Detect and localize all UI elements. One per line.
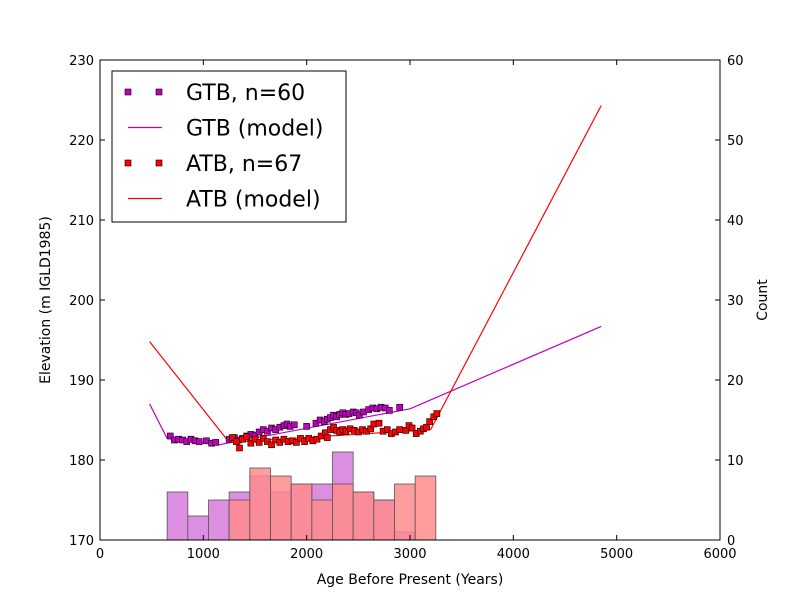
- data-point: [228, 434, 236, 441]
- data-point: [324, 434, 331, 441]
- legend-label-gtb-model: GTB (model): [186, 117, 323, 142]
- data-point: [396, 426, 403, 433]
- data-point: [268, 441, 275, 449]
- histogram-bar: [228, 499, 251, 541]
- data-point: [293, 439, 300, 446]
- legend-box: [111, 70, 347, 223]
- histogram-bar: [187, 515, 209, 541]
- legend-marker-gtb: [124, 88, 132, 96]
- tick-label: 6000: [703, 547, 736, 562]
- tick-label: 220: [69, 134, 94, 149]
- scatter-points: [166, 403, 441, 452]
- histogram-bar: [290, 483, 313, 541]
- legend-label-atb: ATB, n=67: [186, 152, 302, 177]
- data-point: [396, 403, 403, 411]
- data-point: [290, 421, 298, 429]
- data-point: [166, 432, 174, 440]
- tick-label: 4000: [497, 547, 530, 562]
- tick-label: 200: [69, 294, 94, 309]
- tick-label: 230: [69, 54, 94, 69]
- tick-label: 0: [727, 534, 735, 549]
- tick-label: 5000: [600, 547, 633, 562]
- tick-label: 50: [727, 134, 744, 149]
- legend-marker-gtb: [155, 88, 163, 96]
- data-point: [423, 423, 430, 431]
- histogram-bar: [208, 499, 230, 541]
- y-axis-label: Elevation (m IGLD1985): [38, 216, 54, 384]
- legend: GTB, n=60 GTB (model) ATB, n=67 ATB (mod…: [111, 70, 347, 223]
- histogram-bar: [270, 475, 292, 541]
- tick-label: 180: [69, 454, 94, 469]
- data-point: [195, 438, 203, 445]
- data-point: [383, 426, 391, 433]
- data-point: [433, 410, 441, 417]
- tick-label: 40: [727, 214, 744, 229]
- tick-label: 0: [96, 547, 104, 562]
- tick-label: 30: [727, 294, 744, 309]
- histogram-bars: [166, 451, 437, 541]
- data-point: [375, 419, 383, 427]
- legend-label-atb-model: ATB (model): [186, 188, 321, 213]
- data-point: [233, 438, 240, 445]
- tick-label: 2000: [290, 547, 323, 562]
- legend-marker-atb: [124, 159, 132, 167]
- data-point: [426, 418, 433, 425]
- data-point: [408, 424, 416, 432]
- data-point: [243, 433, 251, 441]
- legend-marker-atb: [155, 159, 163, 167]
- data-point: [212, 439, 220, 446]
- data-point: [386, 407, 393, 414]
- axis-ticks: 0 1000 2000 3000 4000 5000 6000170180190200210…: [69, 54, 743, 562]
- histogram-bar: [249, 467, 271, 541]
- legend-entry-atb-model: ATB (model): [128, 188, 321, 213]
- data-point: [236, 444, 243, 452]
- histogram-bar: [311, 499, 333, 541]
- tick-label: 60: [727, 54, 744, 69]
- legend-label-gtb: GTB, n=60: [186, 81, 305, 106]
- data-point: [247, 439, 255, 447]
- tick-label: 20: [727, 374, 744, 389]
- tick-label: 210: [69, 214, 94, 229]
- y2-axis-label: Count: [755, 279, 771, 321]
- tick-label: 190: [69, 374, 94, 389]
- tick-label: 3000: [393, 547, 426, 562]
- data-point: [255, 439, 263, 446]
- histogram-bar: [373, 499, 395, 541]
- tick-label: 1000: [187, 547, 220, 562]
- histogram-bar: [394, 483, 416, 541]
- legend-entry-atb: ATB, n=67: [124, 152, 302, 177]
- x-axis-label: Age Before Present (Years): [317, 572, 504, 588]
- histogram-bar: [166, 491, 189, 541]
- legend-entry-gtb-model: GTB (model): [128, 117, 323, 142]
- legend-entry-gtb: GTB, n=60: [124, 81, 305, 106]
- tick-label: 10: [727, 454, 744, 469]
- histogram-bar: [352, 491, 375, 541]
- data-point: [303, 423, 310, 430]
- histogram-bar: [414, 475, 437, 541]
- tick-label: 170: [69, 534, 94, 549]
- histogram-bar: [332, 483, 354, 541]
